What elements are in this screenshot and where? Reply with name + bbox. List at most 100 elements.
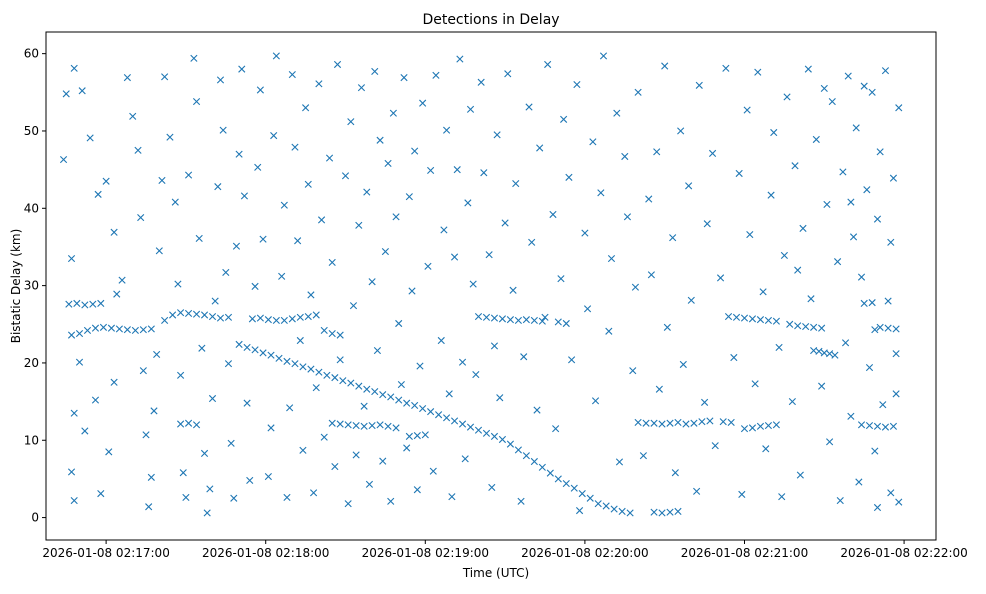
data-point-static-clutter bbox=[288, 315, 296, 323]
x-axis-ticks: 2026-01-08 02:17:00 2026-01-08 02:18:00 20… bbox=[42, 540, 968, 560]
data-point-noise bbox=[496, 394, 504, 402]
data-point-noise bbox=[485, 251, 493, 259]
data-point-target-track bbox=[450, 417, 459, 425]
data-point-noise bbox=[259, 235, 267, 243]
data-point-static-clutter bbox=[810, 323, 818, 331]
data-point-noise bbox=[142, 431, 150, 439]
data-point-noise bbox=[246, 476, 254, 485]
data-point-static-clutter bbox=[818, 324, 826, 332]
data-point-static-clutter bbox=[892, 325, 900, 333]
data-point-noise bbox=[105, 448, 113, 456]
data-point-noise bbox=[349, 302, 358, 310]
data-point-noise bbox=[381, 248, 389, 256]
data-point-noise bbox=[395, 319, 403, 328]
data-point-target-track bbox=[363, 385, 371, 393]
data-point-noise bbox=[419, 99, 427, 107]
data-point-noise bbox=[331, 462, 339, 471]
data-point-noise bbox=[147, 473, 155, 481]
data-point-noise bbox=[738, 490, 746, 498]
data-point-noise bbox=[599, 52, 608, 60]
data-point-static-clutter bbox=[184, 419, 193, 427]
data-point-noise bbox=[280, 201, 288, 209]
data-point-noise bbox=[549, 210, 557, 219]
data-point-target-track bbox=[570, 484, 578, 492]
data-point-noise bbox=[75, 358, 84, 366]
data-point-noise bbox=[839, 168, 847, 176]
data-point-static-clutter bbox=[634, 418, 642, 427]
data-point-noise bbox=[693, 487, 701, 495]
data-point-noise bbox=[828, 98, 836, 106]
data-point-noise bbox=[254, 163, 262, 171]
data-point-static-clutter bbox=[727, 418, 735, 427]
data-point-noise bbox=[647, 271, 655, 279]
data-point-static-clutter bbox=[73, 299, 81, 307]
data-point-noise bbox=[222, 268, 230, 277]
data-point-static-clutter bbox=[674, 507, 682, 515]
y-axis-label: Bistatic Delay (km) bbox=[9, 229, 23, 344]
data-point-static-clutter bbox=[506, 316, 515, 324]
data-point-static-clutter bbox=[740, 425, 749, 433]
data-point-static-clutter bbox=[748, 315, 757, 323]
data-point-static-clutter bbox=[732, 313, 741, 321]
data-point-static-clutter bbox=[871, 326, 879, 334]
data-point-noise bbox=[560, 115, 568, 123]
data-point-noise bbox=[591, 397, 600, 405]
data-point-noise bbox=[621, 152, 629, 161]
data-point-noise bbox=[206, 485, 214, 493]
y-tick-label: 40 bbox=[24, 201, 39, 215]
data-point-noise bbox=[113, 290, 121, 298]
data-point-static-clutter bbox=[764, 316, 773, 324]
data-point-noise bbox=[512, 179, 520, 188]
data-point-static-clutter bbox=[336, 331, 344, 339]
data-point-noise bbox=[166, 133, 174, 141]
data-point-noise bbox=[634, 88, 642, 96]
data-point-noise bbox=[376, 136, 384, 144]
data-point-noise bbox=[541, 313, 549, 321]
data-point-static-clutter bbox=[889, 422, 898, 430]
data-point-noise bbox=[573, 80, 581, 89]
data-point-static-clutter bbox=[312, 311, 320, 319]
data-point-noise bbox=[833, 258, 842, 266]
data-point-static-clutter bbox=[392, 424, 400, 432]
data-point-target-track bbox=[235, 340, 243, 348]
y-tick-label: 20 bbox=[24, 356, 39, 370]
data-point-noise bbox=[67, 468, 76, 476]
data-point-noise bbox=[392, 213, 400, 221]
data-point-static-clutter bbox=[123, 326, 131, 334]
data-point-noise bbox=[703, 220, 711, 228]
data-point-target-track bbox=[530, 457, 538, 466]
data-point-static-clutter bbox=[794, 322, 802, 330]
data-point-noise bbox=[844, 72, 852, 80]
data-point-noise bbox=[429, 467, 437, 475]
data-point-noise bbox=[192, 98, 201, 106]
data-point-target-track bbox=[546, 469, 554, 477]
data-point-noise bbox=[767, 191, 775, 199]
data-point-noise bbox=[227, 439, 235, 447]
data-point-noise bbox=[145, 503, 153, 511]
data-point-static-clutter bbox=[868, 299, 876, 307]
data-point-static-clutter bbox=[107, 324, 116, 332]
data-point-noise bbox=[312, 384, 320, 392]
data-point-noise bbox=[453, 166, 461, 174]
data-point-noise bbox=[881, 67, 890, 75]
data-point-noise bbox=[97, 490, 105, 498]
data-point-static-clutter bbox=[280, 316, 288, 324]
data-point-noise bbox=[240, 192, 249, 200]
data-point-noise bbox=[291, 143, 299, 151]
x-tick-label: 2026-01-08 02:20:00 bbox=[521, 546, 648, 560]
data-point-noise bbox=[432, 71, 440, 79]
data-point-noise bbox=[615, 458, 624, 466]
data-point-noise bbox=[464, 199, 472, 207]
data-point-noise bbox=[224, 360, 233, 368]
data-point-noise bbox=[78, 87, 86, 95]
data-point-noise bbox=[413, 486, 421, 494]
data-point-noise bbox=[424, 262, 432, 270]
data-point-noise bbox=[70, 496, 78, 505]
data-point-noise bbox=[179, 469, 187, 477]
data-point-noise bbox=[884, 297, 892, 305]
data-point-noise bbox=[818, 382, 826, 390]
data-point-noise bbox=[405, 193, 413, 201]
data-point-static-clutter bbox=[328, 419, 336, 427]
data-point-static-clutter bbox=[860, 299, 868, 307]
data-point-noise bbox=[184, 171, 193, 179]
